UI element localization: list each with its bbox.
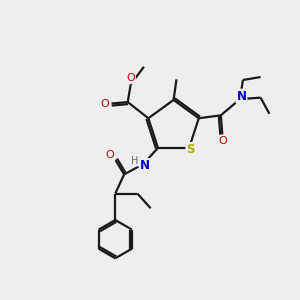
Text: H: H — [131, 155, 139, 166]
Text: S: S — [186, 143, 195, 156]
Text: O: O — [106, 150, 114, 160]
Text: N: N — [236, 90, 247, 103]
Text: O: O — [218, 136, 227, 146]
Text: O: O — [101, 98, 110, 109]
Text: O: O — [126, 73, 135, 83]
Text: N: N — [140, 159, 150, 172]
